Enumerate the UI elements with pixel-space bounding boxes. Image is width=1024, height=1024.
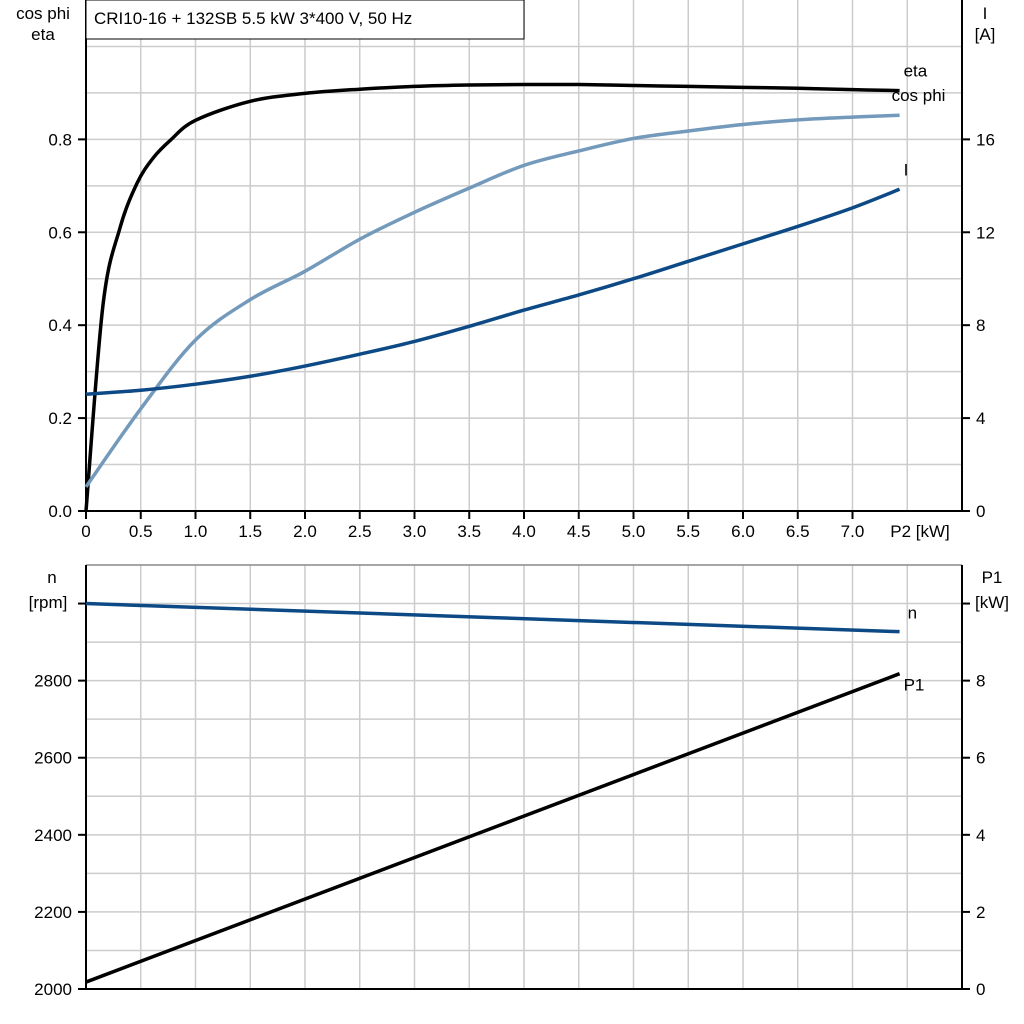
series-label-cos-phi: cos phi bbox=[892, 86, 946, 105]
y-axis-title-left: n bbox=[47, 568, 56, 587]
x-tick-label: 1.5 bbox=[238, 522, 262, 541]
y-tick-label-right: 4 bbox=[976, 826, 985, 845]
y-tick-label-left: 0.8 bbox=[48, 130, 72, 149]
top-chart: 0.0 0.2 0.4 0.6 0.8 0 4 8 12 16 cos phi eta I [A] 0 0.5… bbox=[16, 0, 995, 541]
chart-title: CRI10-16 + 132SB 5.5 kW 3*400 V, 50 Hz bbox=[94, 9, 412, 28]
x-tick-label: 6.5 bbox=[786, 522, 810, 541]
y-tick-label-left: 2400 bbox=[34, 826, 72, 845]
y-tick-label-left: 0.4 bbox=[48, 316, 72, 335]
series-label-n: n bbox=[908, 604, 917, 623]
bottom-chart: 2000 2200 2400 2600 2800 0 2 4 6 8 n [rpm] P1 [kW] n P1 bbox=[29, 564, 1009, 999]
y-tick-label-right: 2 bbox=[976, 903, 985, 922]
y-tick-label-right: 6 bbox=[976, 749, 985, 768]
x-tick-label: 0 bbox=[81, 522, 90, 541]
y-axis-title-right: I bbox=[983, 4, 988, 23]
y-axis-title-left: [rpm] bbox=[29, 593, 68, 612]
series-label-eta: eta bbox=[904, 62, 928, 81]
series-line-P1 bbox=[85, 672, 901, 984]
y-tick-label-left: 0.0 bbox=[48, 502, 72, 521]
x-tick-label: 4.5 bbox=[567, 522, 591, 541]
y-axis-title-right: P1 bbox=[982, 568, 1003, 587]
y-tick-label-right: 16 bbox=[976, 130, 995, 149]
series-label-I: I bbox=[904, 160, 909, 179]
series-label-P1: P1 bbox=[904, 676, 925, 695]
x-tick-label: 2.0 bbox=[293, 522, 317, 541]
y-tick-label-right: 8 bbox=[976, 672, 985, 691]
title-box: CRI10-16 + 132SB 5.5 kW 3*400 V, 50 Hz bbox=[85, 0, 525, 40]
y-axis-title-left: cos phi bbox=[16, 4, 70, 23]
x-tick-label: 3.5 bbox=[457, 522, 481, 541]
x-tick-label: 0.5 bbox=[129, 522, 153, 541]
y-tick-label-left: 0.2 bbox=[48, 409, 72, 428]
y-tick-label-left: 0.6 bbox=[48, 223, 72, 242]
y-axis-title-left: eta bbox=[31, 25, 55, 44]
y-tick-label-right: 0 bbox=[976, 980, 985, 999]
y-axis-title-right: [A] bbox=[975, 25, 996, 44]
x-tick-label: 5.5 bbox=[676, 522, 700, 541]
y-tick-label-left: 2200 bbox=[34, 903, 72, 922]
y-axis-title-right: [kW] bbox=[975, 593, 1009, 612]
x-tick-label: 2.5 bbox=[348, 522, 372, 541]
x-tick-label: 7.0 bbox=[841, 522, 865, 541]
series-line-I bbox=[85, 187, 901, 396]
series-line-eta bbox=[84, 82, 900, 512]
x-tick-label: 5.0 bbox=[622, 522, 646, 541]
x-tick-label: 1.0 bbox=[184, 522, 208, 541]
x-axis-title: P2 [kW] bbox=[890, 522, 950, 541]
y-tick-label-left: 2800 bbox=[34, 672, 72, 691]
series-line-n bbox=[85, 601, 900, 634]
series-line-cos-phi bbox=[84, 113, 900, 488]
x-tick-label: 6.0 bbox=[731, 522, 755, 541]
y-tick-label-left: 2000 bbox=[34, 980, 72, 999]
x-tick-label: 4.0 bbox=[512, 522, 536, 541]
y-tick-label-right: 4 bbox=[976, 409, 985, 428]
y-tick-label-right: 0 bbox=[976, 502, 985, 521]
x-tick-label: 3.0 bbox=[403, 522, 427, 541]
y-tick-label-right: 12 bbox=[976, 223, 995, 242]
y-tick-label-right: 8 bbox=[976, 316, 985, 335]
y-tick-label-left: 2600 bbox=[34, 749, 72, 768]
